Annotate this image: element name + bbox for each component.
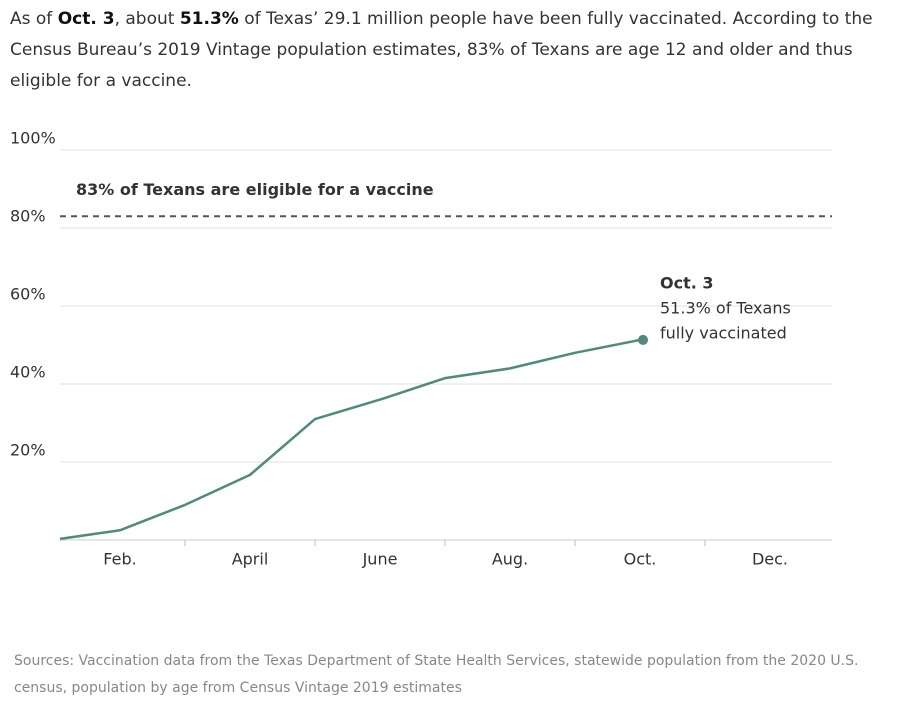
reference-label: 83% of Texans are eligible for a vaccine (76, 180, 434, 199)
intro-text: of Texas’ 29.1 million people have been … (10, 9, 873, 91)
intro-bold: Oct. 3 (57, 9, 115, 29)
x-tick-label: June (362, 550, 398, 569)
end-point (638, 334, 648, 345)
intro-text: , about (114, 9, 180, 29)
intro-text: As of (10, 9, 58, 29)
chart: 20% 40% 60% 80% 100% Feb. April June Aug. Oct. Dec… (10, 129, 832, 569)
x-tick-label: Dec. (752, 550, 788, 569)
y-tick-label: 80% (10, 207, 46, 226)
source: Sources: Vaccination data from the Texas… (14, 653, 859, 696)
x-tick-label: Aug. (492, 550, 528, 569)
x-tick-label: April (232, 550, 269, 569)
y-tick-label: 40% (10, 363, 46, 382)
data-line (59, 338, 641, 541)
y-tick-label: 60% (10, 285, 46, 304)
annotation: fully vaccinated (660, 323, 787, 342)
annotation: 51.3% of Texans (660, 298, 791, 317)
intro-bold: 51.3% (179, 9, 239, 29)
x-tick-label: Oct. (624, 550, 657, 569)
y-tick-label: 20% (10, 441, 46, 460)
x-tick-label: Feb. (103, 550, 136, 569)
y-tick-label: 100% (10, 129, 56, 148)
intro: As of Oct. 3, about 51.3% of Texas’ 29.1… (10, 4, 890, 97)
annotation: Oct. 3 (660, 273, 714, 292)
